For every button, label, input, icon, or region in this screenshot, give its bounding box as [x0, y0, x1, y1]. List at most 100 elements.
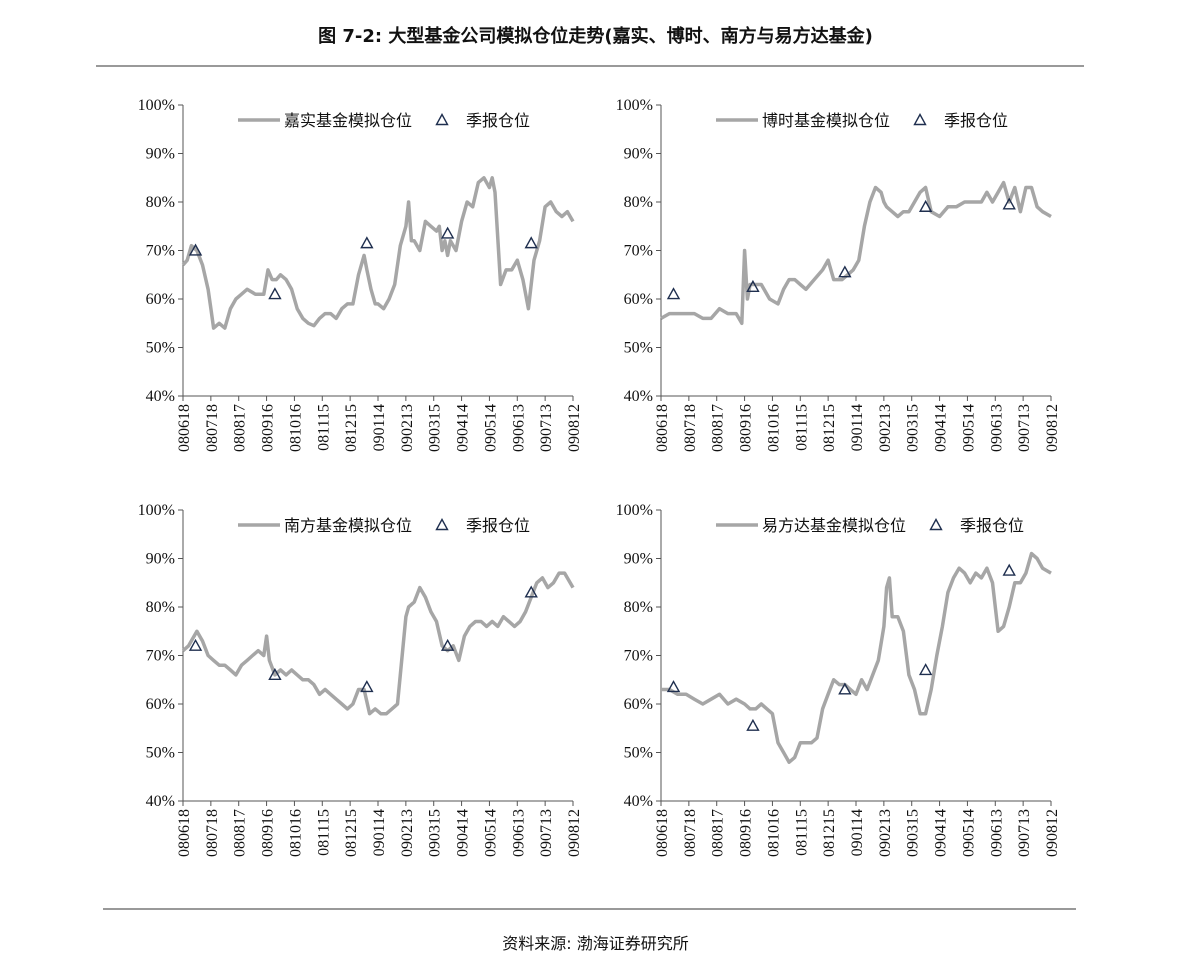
y-tick-label: 90%: [146, 551, 175, 568]
y-tick-label: 60%: [146, 291, 175, 308]
x-tick-label: 090613: [510, 404, 527, 452]
x-tick-label: 090713: [538, 404, 555, 452]
y-tick-label: 40%: [146, 793, 175, 810]
x-tick-label: 080718: [682, 809, 699, 857]
y-tick-label: 40%: [624, 388, 653, 405]
legend-label-quarterly: 季报仓位: [960, 516, 1024, 535]
x-tick-label: 080718: [682, 404, 699, 452]
x-tick-label: 081115: [793, 404, 810, 451]
x-tick-label: 090414: [455, 404, 472, 452]
x-tick-label: 090114: [371, 809, 388, 856]
y-tick-label: 40%: [624, 793, 653, 810]
x-tick-label: 090114: [371, 404, 388, 451]
source-note: 资料来源: 渤海证券研究所: [502, 934, 689, 953]
y-tick-label: 100%: [138, 97, 175, 114]
quarterly-position-marker: [666, 287, 681, 300]
y-tick-label: 80%: [146, 194, 175, 211]
quarterly-position-marker: [524, 585, 538, 598]
legend-label-simulated: 易方达基金模拟仓位: [762, 516, 906, 535]
y-tick-label: 70%: [146, 243, 175, 260]
x-tick-label: 080916: [260, 809, 277, 857]
quarterly-position-marker: [440, 638, 455, 651]
quarterly-position-marker: [440, 226, 455, 239]
x-tick-label: 081016: [765, 809, 782, 857]
x-tick-label: 090713: [1016, 404, 1033, 452]
x-tick-label: 080916: [738, 809, 755, 857]
x-tick-label: 090514: [482, 404, 499, 452]
y-tick-label: 70%: [146, 648, 175, 665]
x-tick-label: 090213: [399, 809, 416, 857]
x-tick-label: 090713: [538, 809, 555, 857]
y-tick-label: 50%: [624, 745, 653, 762]
y-tick-label: 50%: [624, 340, 653, 357]
series-line-simulated-position: [661, 551, 1052, 764]
quarterly-position-marker: [918, 199, 933, 212]
y-tick-label: 80%: [624, 599, 653, 616]
x-tick-label: 081016: [765, 404, 782, 452]
x-tick-label: 081115: [315, 404, 332, 451]
bottom-divider: [103, 908, 1076, 910]
y-tick-label: 100%: [616, 97, 653, 114]
x-tick-label: 090613: [988, 404, 1005, 452]
chart-jiashi: 100% 90% 80% 70% 60% 50% 40%080618 080718 080817…: [138, 97, 583, 452]
x-tick-label: 081016: [287, 809, 304, 857]
y-tick-label: 50%: [146, 340, 175, 357]
chart-nanfang: 100% 90% 80% 70% 60% 50% 40%080618 080718 080817…: [138, 502, 583, 857]
x-tick-label: 090514: [960, 404, 977, 452]
legend-label-quarterly: 季报仓位: [944, 111, 1008, 130]
quarterly-position-marker: [524, 236, 538, 249]
x-tick-label: 080916: [738, 404, 755, 452]
x-tick-label: 090213: [399, 404, 416, 452]
quarterly-position-marker: [268, 667, 282, 681]
x-tick-label: 090812: [1044, 809, 1061, 857]
quarterly-position-marker: [1002, 563, 1016, 576]
y-tick-label: 50%: [146, 745, 175, 762]
x-tick-label: 080618: [176, 404, 193, 452]
y-tick-label: 90%: [624, 551, 653, 568]
y-tick-label: 70%: [624, 648, 653, 665]
legend-triangle-swatch: [929, 518, 943, 531]
x-tick-label: 090213: [877, 809, 894, 857]
chart-yifangda: 100% 90% 80% 70% 60% 50% 40%080618 080718 080817…: [616, 502, 1061, 857]
legend-label-simulated: 南方基金模拟仓位: [284, 516, 412, 535]
quarterly-position-marker: [838, 265, 852, 278]
quarterly-position-marker: [838, 682, 852, 695]
y-tick-label: 60%: [624, 291, 653, 308]
y-tick-label: 60%: [624, 696, 653, 713]
x-tick-label: 081215: [821, 404, 838, 452]
y-tick-label: 40%: [146, 388, 175, 405]
quarterly-position-marker: [360, 680, 374, 693]
quarterly-position-marker: [268, 287, 282, 300]
series-line-simulated-position: [181, 176, 575, 330]
x-tick-label: 090812: [566, 404, 583, 452]
series-line-simulated-position: [660, 180, 1052, 326]
x-tick-label: 080817: [232, 809, 249, 857]
quarterly-position-marker: [746, 279, 760, 292]
y-tick-label: 80%: [624, 194, 653, 211]
x-tick-label: 090613: [510, 809, 527, 857]
x-tick-label: 080718: [204, 404, 221, 452]
x-tick-label: 080618: [176, 809, 193, 857]
x-tick-label: 081215: [343, 809, 360, 857]
x-tick-label: 090514: [482, 809, 499, 857]
quarterly-position-marker: [1002, 197, 1016, 210]
quarterly-position-marker: [188, 243, 203, 256]
x-tick-label: 080718: [204, 809, 221, 857]
y-tick-label: 80%: [146, 599, 175, 616]
x-tick-label: 090414: [933, 404, 950, 452]
x-tick-label: 090812: [1044, 404, 1061, 452]
x-tick-label: 081215: [343, 404, 360, 452]
series-line-simulated-position: [181, 571, 575, 716]
y-tick-label: 60%: [146, 696, 175, 713]
x-tick-label: 090114: [849, 404, 866, 451]
legend-triangle-swatch: [435, 518, 449, 531]
x-tick-label: 090514: [960, 809, 977, 857]
quarterly-position-marker: [666, 680, 681, 693]
quarterly-position-marker: [746, 718, 760, 731]
x-tick-label: 090613: [988, 809, 1005, 857]
x-tick-label: 080618: [654, 809, 671, 857]
quarterly-position-marker: [918, 663, 933, 676]
legend-label-quarterly: 季报仓位: [466, 516, 530, 535]
x-tick-label: 080618: [654, 404, 671, 452]
x-tick-label: 080817: [232, 404, 249, 452]
